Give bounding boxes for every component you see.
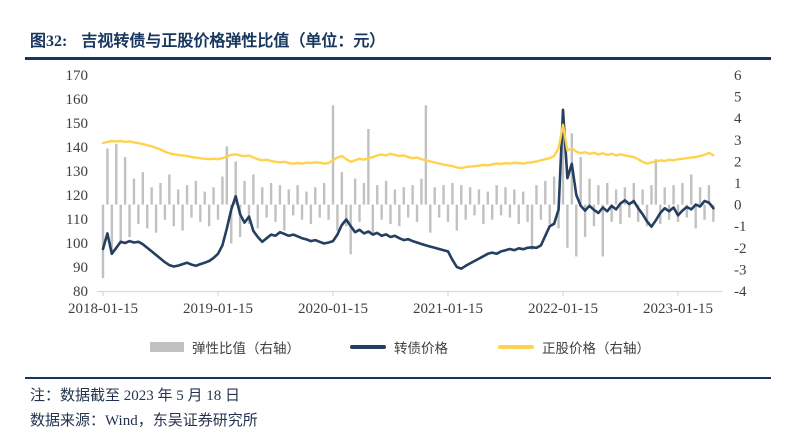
svg-text:90: 90 xyxy=(73,260,88,276)
svg-text:2020-01-15: 2020-01-15 xyxy=(298,301,368,317)
title-divider xyxy=(25,57,771,60)
svg-text:0: 0 xyxy=(734,198,742,214)
svg-text:100: 100 xyxy=(66,236,89,252)
legend-item-stock-price: 正股价格（右轴） xyxy=(498,337,650,357)
svg-text:110: 110 xyxy=(66,212,88,228)
notes-divider xyxy=(25,377,771,379)
legend-label-stock-price: 正股价格（右轴） xyxy=(542,341,650,356)
svg-text:-4: -4 xyxy=(734,284,747,300)
svg-text:2019-01-15: 2019-01-15 xyxy=(183,301,253,317)
svg-text:130: 130 xyxy=(66,164,89,180)
svg-text:3: 3 xyxy=(734,133,742,149)
svg-text:-3: -3 xyxy=(734,262,747,278)
note-data-source: 数据来源：Wind，东吴证券研究所 xyxy=(30,413,258,429)
right-axis-labels: 6 5 4 3 2 1 0 -1 -2 -3 -4 xyxy=(734,68,747,300)
svg-text:2018-01-15: 2018-01-15 xyxy=(68,301,138,317)
note-data-cutoff: 注：数据截至 2023 年 5 月 18 日 xyxy=(30,388,241,404)
svg-text:140: 140 xyxy=(66,140,89,156)
legend-item-bond-price: 转债价格 xyxy=(350,337,448,357)
svg-text:6: 6 xyxy=(734,68,742,84)
figure-header: 图32: 吉视转债与正股价格弹性比值（单位：元） xyxy=(30,27,385,51)
price-chart: 170 160 150 140 130 120 110 100 90 80 6 5 4 3 2 1 0 -1 -2 -… xyxy=(66,68,747,317)
svg-text:120: 120 xyxy=(66,188,89,204)
svg-text:-1: -1 xyxy=(734,219,747,235)
svg-text:160: 160 xyxy=(66,92,89,108)
svg-text:150: 150 xyxy=(66,116,89,132)
svg-text:2022-01-15: 2022-01-15 xyxy=(528,301,598,317)
bond-line-swatch-icon xyxy=(350,345,386,349)
legend-label-bond-price: 转债价格 xyxy=(394,341,448,356)
stock-line-swatch-icon xyxy=(498,345,534,349)
figure-number: 图32: xyxy=(30,33,68,50)
x-axis-labels: 2018-01-15 2019-01-15 2020-01-15 2021-01-15… xyxy=(68,301,713,317)
svg-text:80: 80 xyxy=(73,284,88,300)
svg-text:2: 2 xyxy=(734,154,742,170)
svg-text:1: 1 xyxy=(734,176,742,192)
chart-legend: 弹性比值（右轴） 转债价格 正股价格（右轴） xyxy=(0,337,800,357)
legend-item-elasticity-ratio: 弹性比值（右轴） xyxy=(150,337,300,357)
bond-price-line xyxy=(101,108,715,270)
svg-text:-2: -2 xyxy=(734,241,747,257)
ratio-bar-swatch-icon xyxy=(150,342,184,352)
svg-text:5: 5 xyxy=(734,90,742,106)
svg-text:4: 4 xyxy=(734,111,742,127)
svg-text:2021-01-15: 2021-01-15 xyxy=(413,301,483,317)
x-axis xyxy=(97,290,722,296)
figure-title: 吉视转债与正股价格弹性比值（单位：元） xyxy=(81,33,386,50)
left-axis-labels: 170 160 150 140 130 120 110 100 90 80 xyxy=(66,68,89,300)
svg-text:2023-01-15: 2023-01-15 xyxy=(643,301,713,317)
elasticity-ratio-bars xyxy=(101,105,715,279)
legend-label-elasticity-ratio: 弹性比值（右轴） xyxy=(192,341,300,356)
svg-text:170: 170 xyxy=(66,68,89,84)
stock-price-line xyxy=(101,123,715,170)
